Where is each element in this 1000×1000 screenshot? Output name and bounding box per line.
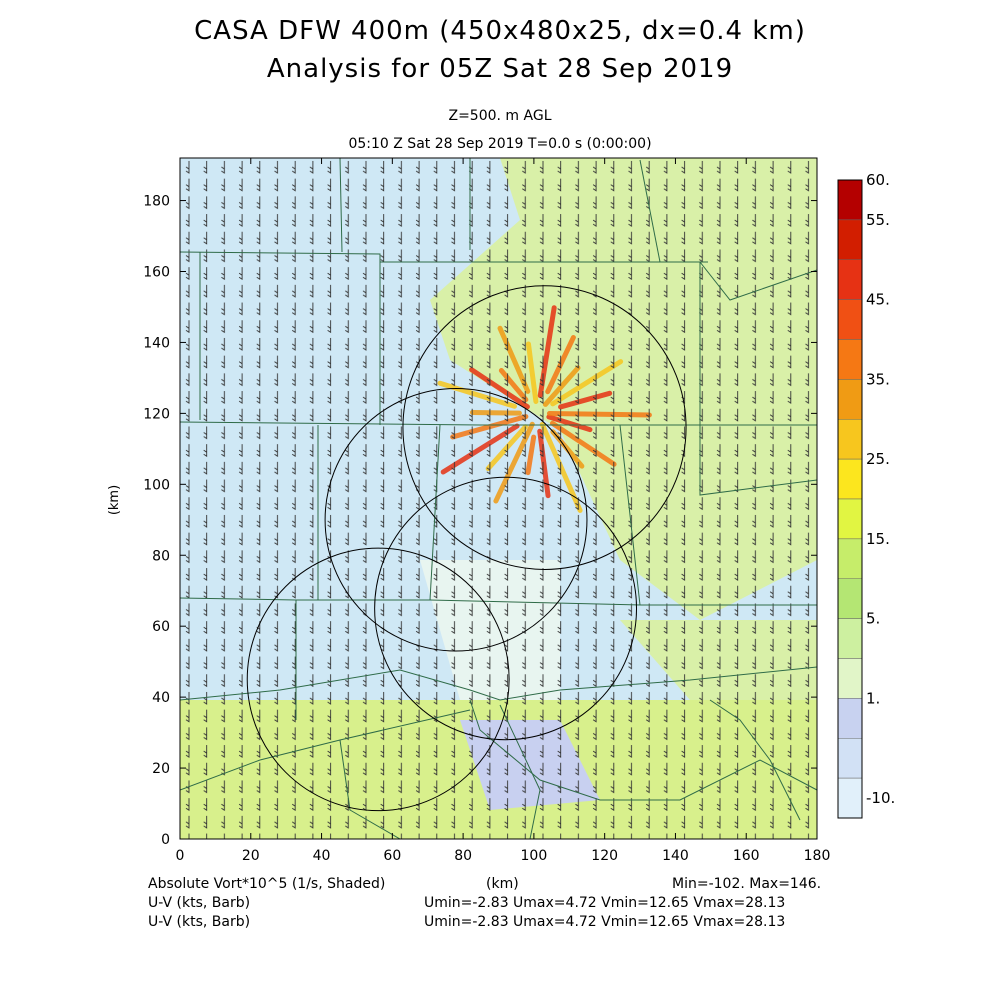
x-tick-label: 60: [383, 848, 401, 864]
colorbar-label: 55.: [866, 211, 890, 229]
y-tick-label: 160: [143, 265, 170, 281]
wind-barbs: [180, 158, 817, 839]
y-axis: 0 20 40 60 80 100 120 140 160 180: [143, 194, 817, 848]
colorbar-swatch: [837, 419, 863, 460]
colorbar-swatch: [837, 698, 863, 739]
colorbar-label: 5.: [866, 610, 880, 628]
colorbar-swatch: [837, 777, 863, 819]
x-tick-label: 100: [521, 848, 548, 864]
y-tick-label: 0: [161, 832, 170, 848]
colorbar: 60. 55. 45. 35. 25. 15. 5. 1. -10.: [837, 171, 895, 819]
colorbar-swatch: [837, 219, 863, 260]
x-tick-label: 80: [454, 848, 472, 864]
x-tick-label: 140: [662, 848, 689, 864]
x-tick-label: 120: [591, 848, 618, 864]
colorbar-swatch: [837, 658, 863, 699]
radar-ring: [402, 285, 687, 570]
x-tick-label: 40: [313, 848, 331, 864]
y-axis-label: (km): [107, 485, 122, 515]
radar-range-rings: [246, 285, 687, 812]
x-axis-label: (km): [486, 876, 519, 892]
colorbar-swatch: [837, 618, 863, 659]
colorbar-swatch: [837, 538, 863, 579]
barb-stats-2: Umin=-2.83 Umax=4.72 Vmin=12.65 Vmax=28.…: [424, 914, 786, 930]
vorticity-field: [180, 158, 817, 839]
colorbar-swatch: [837, 458, 863, 500]
y-tick-label: 180: [143, 194, 170, 210]
colorbar-frame: [837, 179, 863, 819]
title-line-2: Analysis for 05Z Sat 28 Sep 2019: [266, 54, 734, 84]
barb-stats-1: Umin=-2.83 Umax=4.72 Vmin=12.65 Vmax=28.…: [424, 895, 786, 911]
y-tick-label: 40: [152, 690, 170, 706]
colorbar-swatch: [837, 738, 863, 779]
colorbar-swatch: [837, 578, 863, 619]
colorbar-label: 15.: [866, 530, 890, 548]
field-label: Absolute Vort*10^5 (1/s, Shaded): [148, 876, 386, 892]
title-line-1: CASA DFW 400m (450x480x25, dx=0.4 km): [194, 16, 806, 46]
radar-ring: [246, 547, 510, 812]
x-tick-label: 20: [242, 848, 260, 864]
level-label: Z=500. m AGL: [448, 108, 552, 124]
x-axis: 0 20 40 60 80 100 120 140 160 180: [176, 158, 831, 864]
radar-ring: [324, 388, 588, 652]
y-tick-label: 100: [143, 477, 170, 493]
colorbar-label: -10.: [866, 789, 895, 807]
colorbar-swatch: [837, 179, 863, 221]
x-tick-label: 160: [733, 848, 760, 864]
minmax-label: Min=-102. Max=146.: [672, 876, 822, 892]
colorbar-swatch: [837, 379, 863, 420]
radar-ring: [374, 476, 638, 741]
y-tick-label: 60: [152, 619, 170, 635]
plot-frame: [179, 157, 818, 840]
barb-label-2: U-V (kts, Barb): [148, 914, 251, 930]
county-boundaries: [180, 158, 817, 839]
colorbar-swatch: [837, 339, 863, 380]
colorbar-swatch: [837, 498, 863, 540]
colorbar-label: 60.: [866, 171, 890, 189]
y-tick-label: 120: [143, 406, 170, 422]
x-tick-label: 0: [176, 848, 185, 864]
x-tick-label: 180: [804, 848, 831, 864]
colorbar-label: 45.: [866, 291, 890, 309]
y-tick-label: 80: [152, 548, 170, 564]
colorbar-label: 35.: [866, 370, 890, 388]
y-tick-label: 20: [152, 761, 170, 777]
barb-label-1: U-V (kts, Barb): [148, 895, 251, 911]
y-tick-label: 140: [143, 335, 170, 351]
timestamp-label: 05:10 Z Sat 28 Sep 2019 T=0.0 s (0:00:00…: [348, 136, 652, 152]
colorbar-label: 1.: [866, 689, 880, 707]
colorbar-swatch: [837, 299, 863, 340]
colorbar-label: 25.: [866, 450, 890, 468]
colorbar-swatch: [837, 259, 863, 300]
